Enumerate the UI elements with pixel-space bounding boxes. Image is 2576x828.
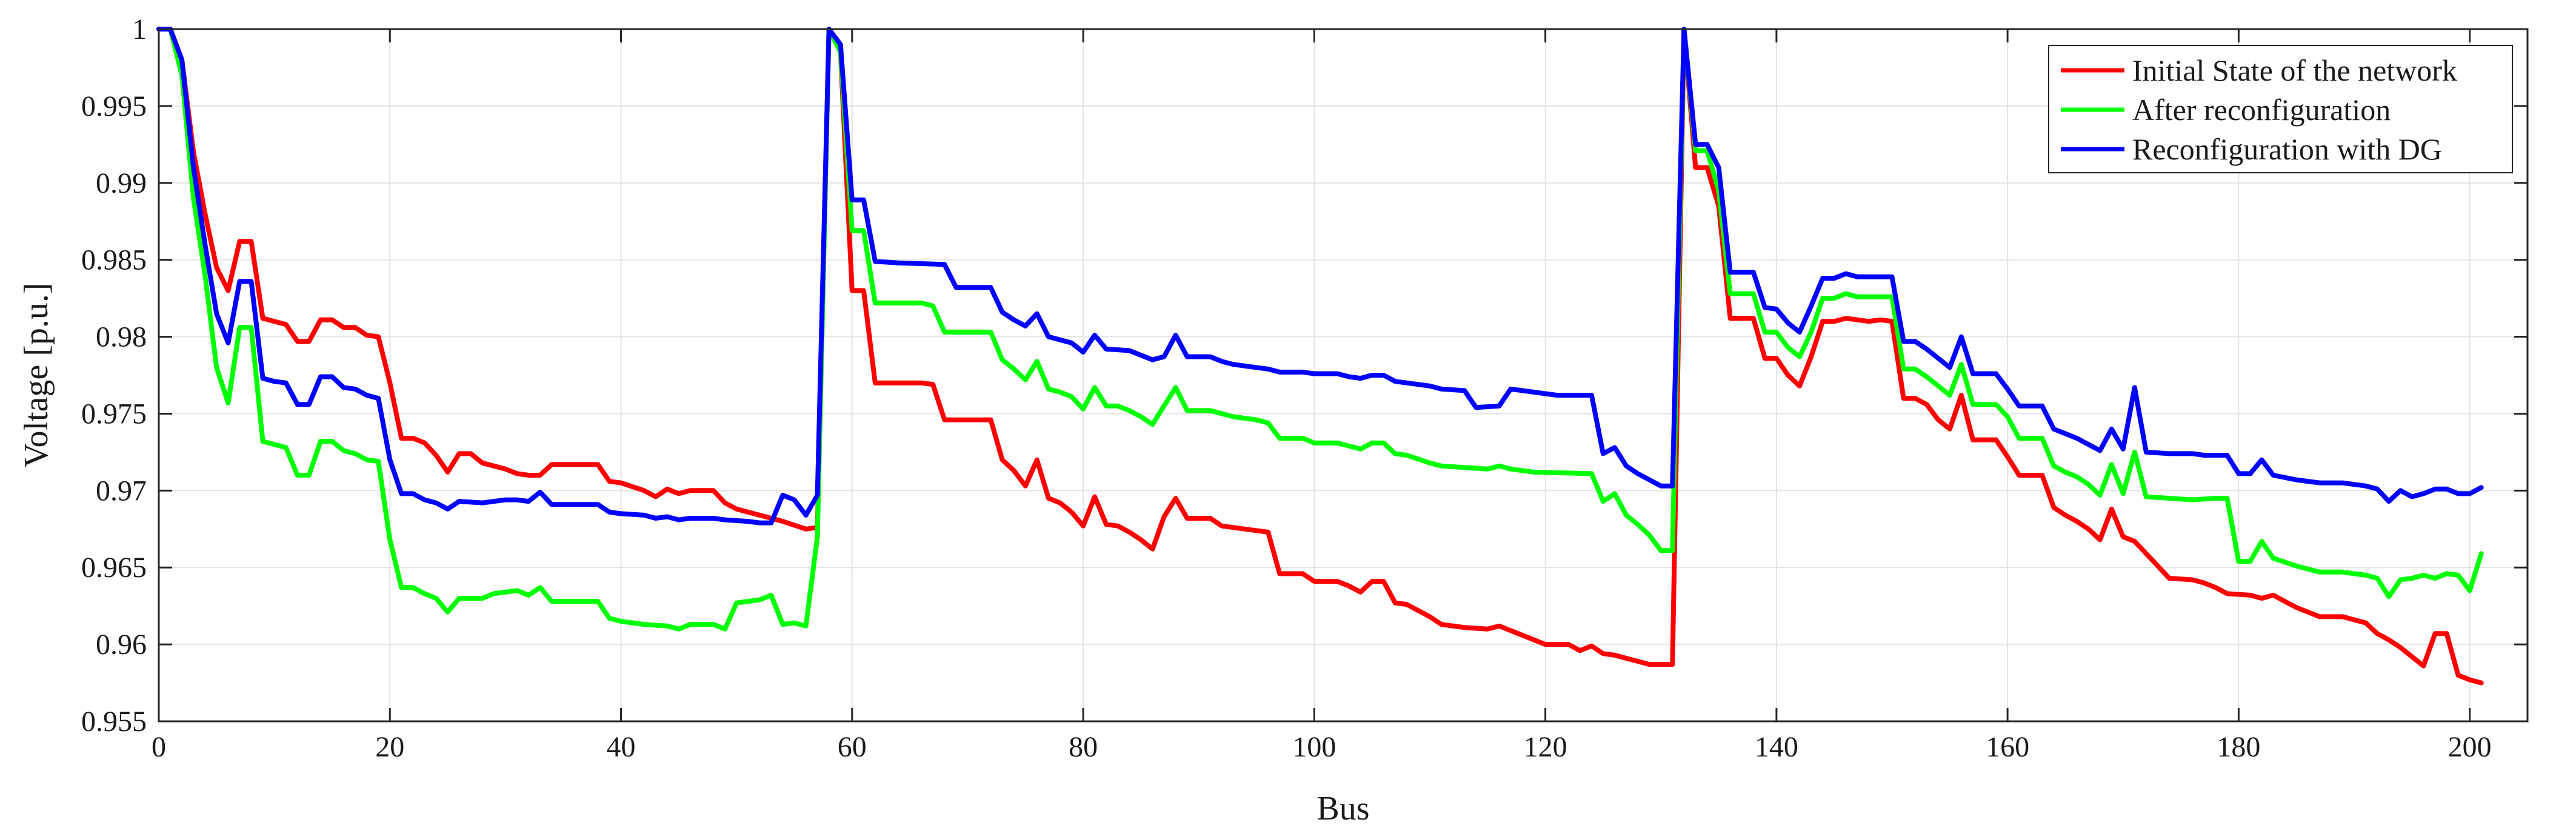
x-tick-label: 80 [1069,731,1098,763]
series-line-initial-state [156,27,2484,686]
x-tick-label: 60 [838,731,867,763]
y-tick-label: 0.995 [81,90,147,122]
legend-label-initial-state: Initial State of the network [2132,53,2457,87]
x-tick-label: 0 [152,731,166,763]
legend-label-reconfiguration-with-dg: Reconfiguration with DG [2132,132,2442,166]
x-tick-label: 160 [1986,731,2029,763]
x-tick-label: 40 [607,731,636,763]
y-tick-label: 0.955 [81,706,147,738]
x-tick-label: 100 [1292,731,1336,763]
legend-label-after-reconfiguration: After reconfiguration [2132,93,2391,127]
legend: Initial State of the network After recon… [2048,45,2513,173]
x-tick-label: 120 [1524,731,1567,763]
legend-box [2048,45,2513,173]
y-tick-label: 0.97 [96,475,147,507]
y-tick-label: 1 [132,13,147,45]
y-tick-label: 0.985 [81,244,147,276]
x-tick-label: 200 [2448,731,2492,763]
series-lines [156,27,2484,686]
y-tick-label: 0.96 [96,629,147,661]
y-axis-ticks: 0.955 0.96 0.965 0.97 0.975 0.98 0.985 0.99 0.99… [81,13,2528,738]
x-tick-label: 20 [375,731,404,763]
series-line-reconfiguration-with-dg [156,27,2484,526]
y-axis-label: Voltage [p.u.] [18,282,55,467]
series-line-after-reconfiguration [156,27,2484,632]
y-tick-label: 0.965 [81,552,147,584]
y-tick-label: 0.98 [96,321,147,353]
x-tick-label: 180 [2217,731,2260,763]
x-axis-ticks: 0 20 40 60 80 100 120 140 160 180 200 [152,29,2492,763]
plot-frame [158,28,2529,723]
x-axis-label: Bus [1316,790,1369,827]
y-tick-label: 0.975 [81,398,147,430]
y-tick-label: 0.99 [96,167,147,199]
x-tick-label: 140 [1755,731,1798,763]
